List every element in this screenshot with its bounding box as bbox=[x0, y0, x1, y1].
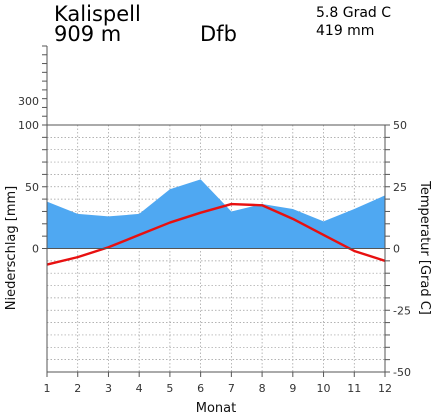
climate-class: Dfb bbox=[200, 22, 237, 46]
mean-temperature: 5.8 Grad C bbox=[316, 5, 392, 21]
x-tick-label: 11 bbox=[347, 382, 361, 395]
left-tick-label: 50 bbox=[25, 181, 39, 194]
x-tick-label: 8 bbox=[259, 382, 266, 395]
x-axis-title: Monat bbox=[196, 401, 236, 416]
x-tick-label: 10 bbox=[317, 382, 331, 395]
annual-precipitation: 419 mm bbox=[316, 23, 375, 39]
right-tick-label: -25 bbox=[393, 304, 411, 317]
data-series bbox=[46, 179, 386, 266]
left-tick-label: 300 bbox=[18, 95, 39, 108]
left-tick-label: 0 bbox=[32, 243, 39, 256]
x-tick-label: 4 bbox=[136, 382, 143, 395]
x-tick-label: 5 bbox=[166, 382, 173, 395]
right-tick-label: 25 bbox=[393, 181, 407, 194]
left-tick-label: 100 bbox=[18, 119, 39, 132]
x-tick-label: 2 bbox=[74, 382, 81, 395]
right-tick-label: -50 bbox=[393, 366, 411, 379]
station-name: Kalispell bbox=[54, 2, 141, 26]
axes bbox=[42, 45, 390, 377]
right-tick-label: 0 bbox=[393, 243, 400, 256]
station-elevation: 909 m bbox=[54, 22, 122, 46]
x-tick-label: 3 bbox=[105, 382, 112, 395]
right-tick-label: 50 bbox=[393, 119, 407, 132]
x-tick-label: 7 bbox=[228, 382, 235, 395]
x-tick-label: 6 bbox=[197, 382, 204, 395]
x-tick-label: 9 bbox=[289, 382, 296, 395]
right-axis-title: Temperatur [Grad C] bbox=[417, 180, 432, 315]
x-tick-label: 12 bbox=[378, 382, 392, 395]
left-axis-title: Niederschlag [mm] bbox=[4, 186, 19, 311]
precipitation-area bbox=[47, 179, 385, 249]
x-tick-label: 1 bbox=[44, 382, 51, 395]
